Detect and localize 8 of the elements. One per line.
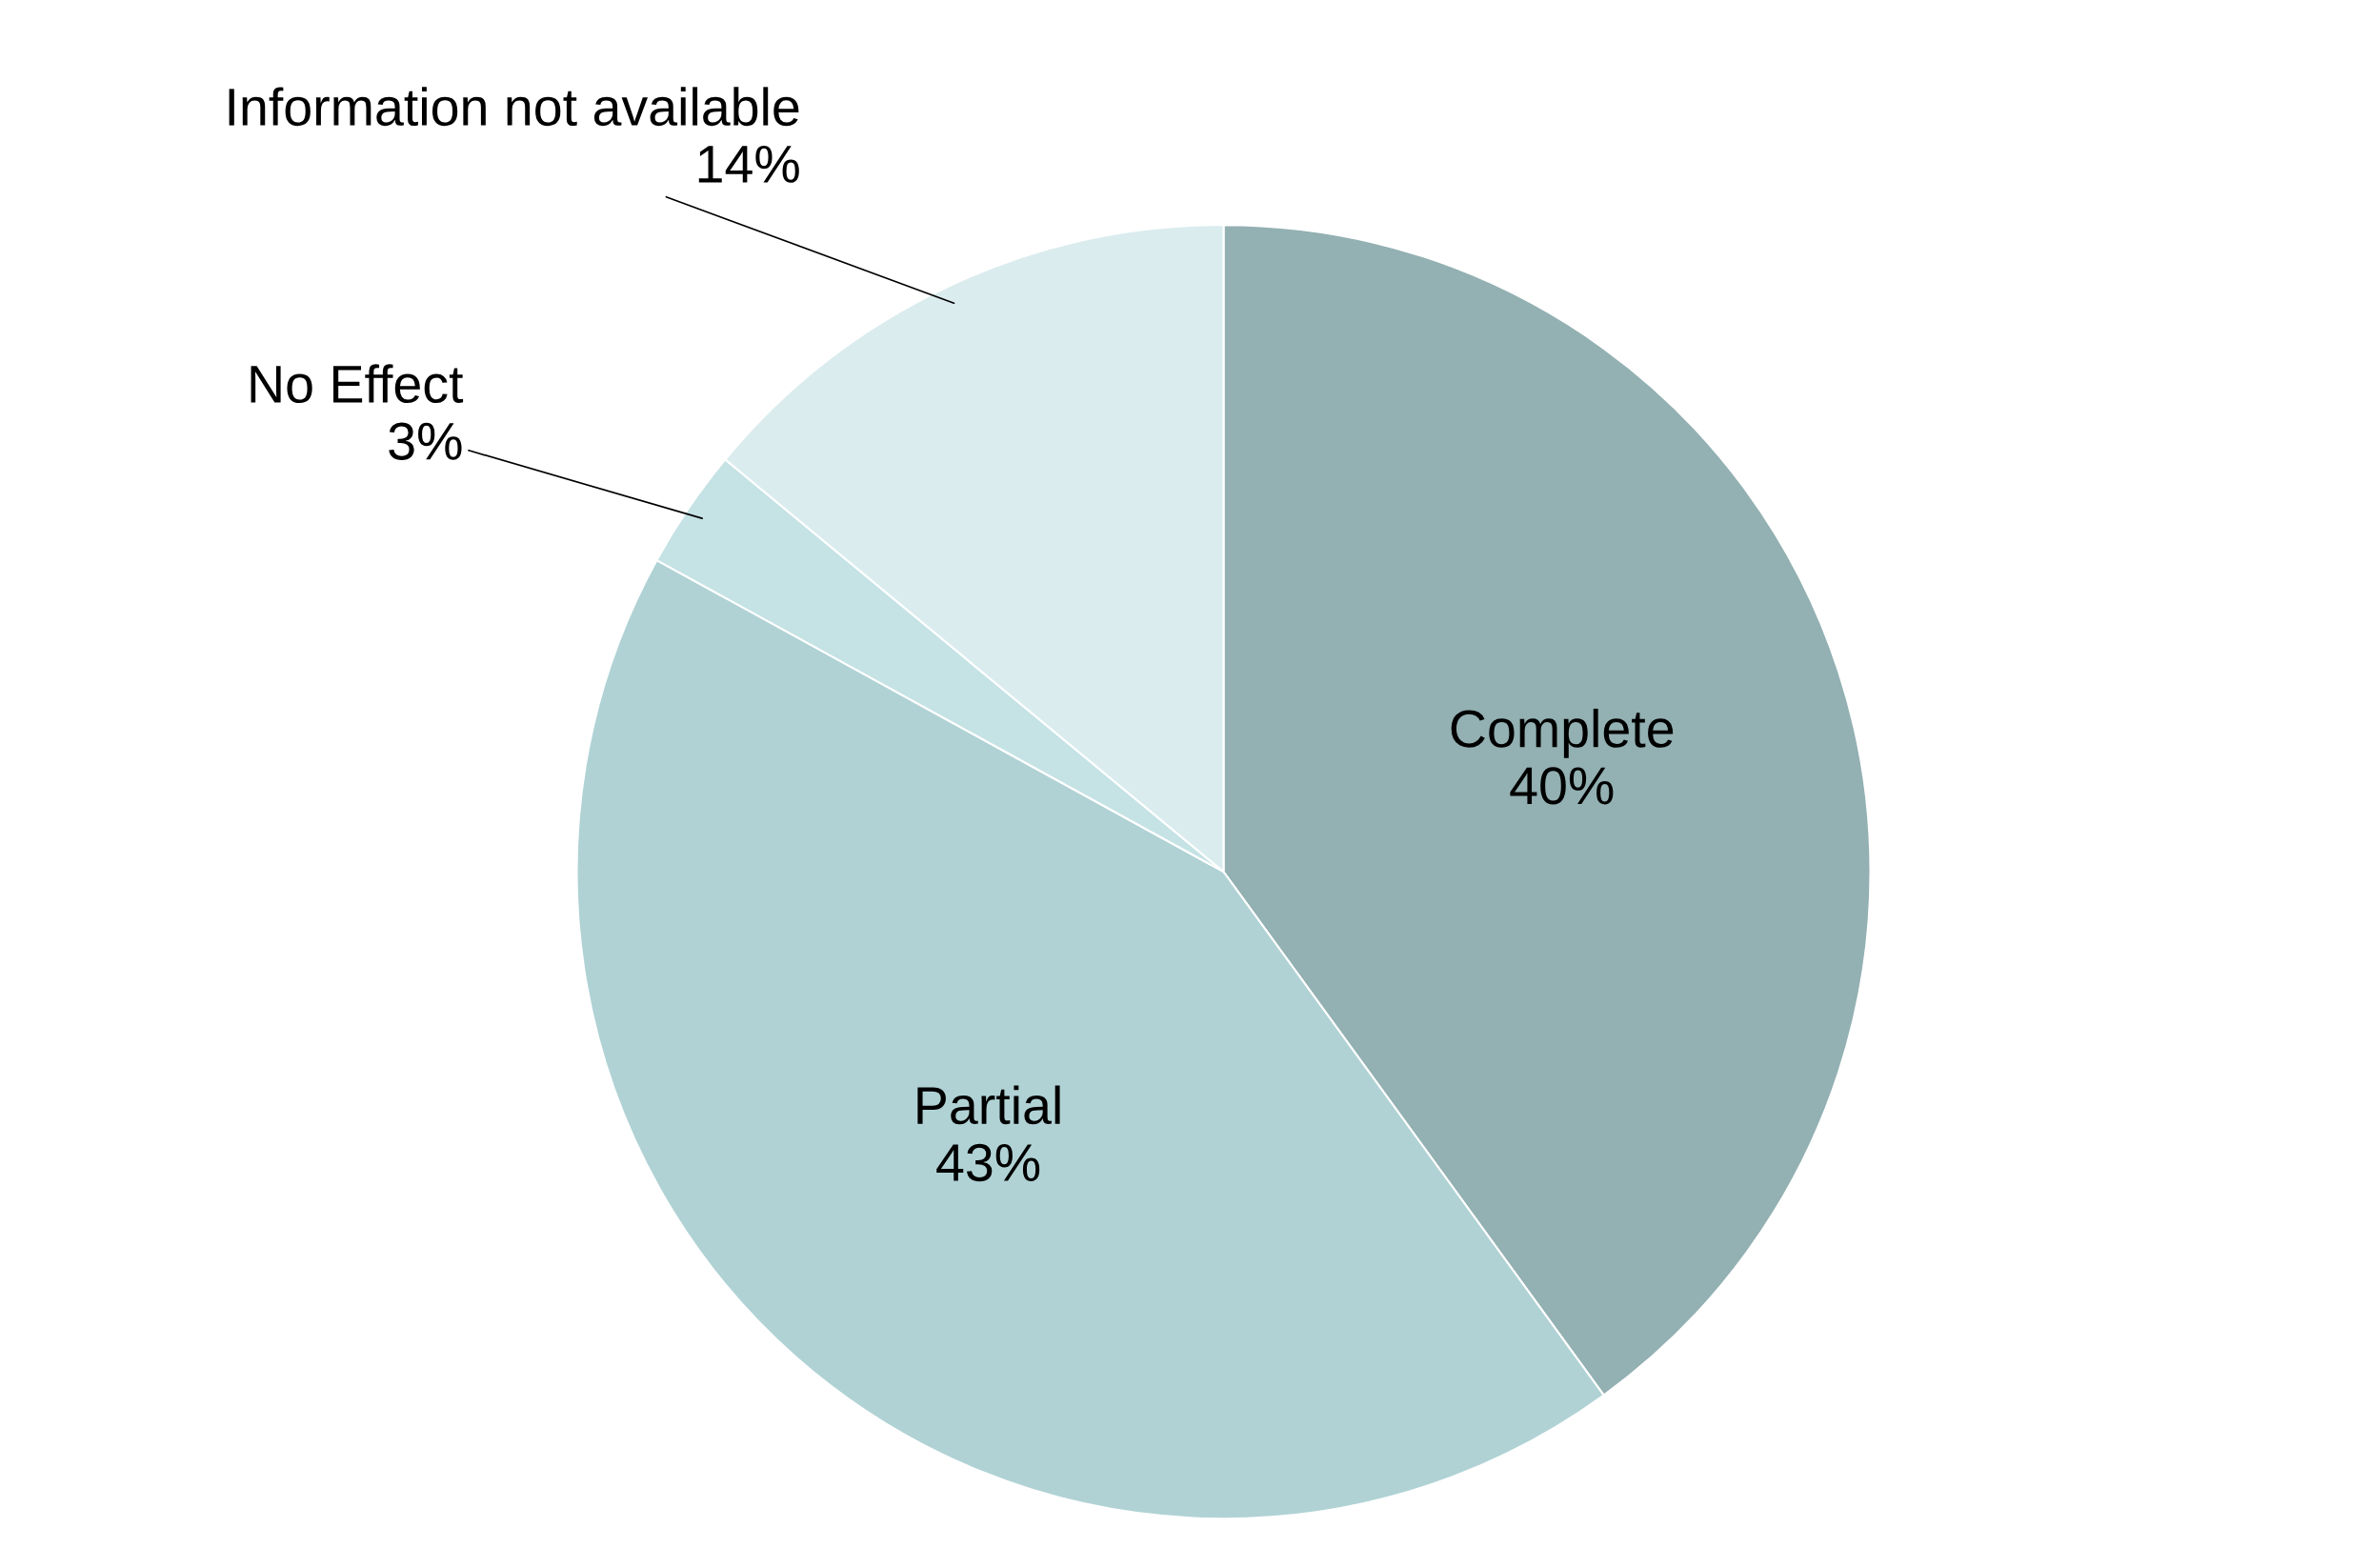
data-label: 40% (1510, 767, 1614, 805)
slice-label: No Effect (251, 364, 464, 404)
data-label: 43% (936, 1143, 1040, 1182)
slice-label: Complete (1451, 708, 1674, 758)
slice-label: Information not available (229, 87, 799, 127)
slice-label: Partial (917, 1085, 1060, 1125)
data-label: 3% (389, 422, 462, 460)
data-label: 14% (698, 145, 799, 183)
